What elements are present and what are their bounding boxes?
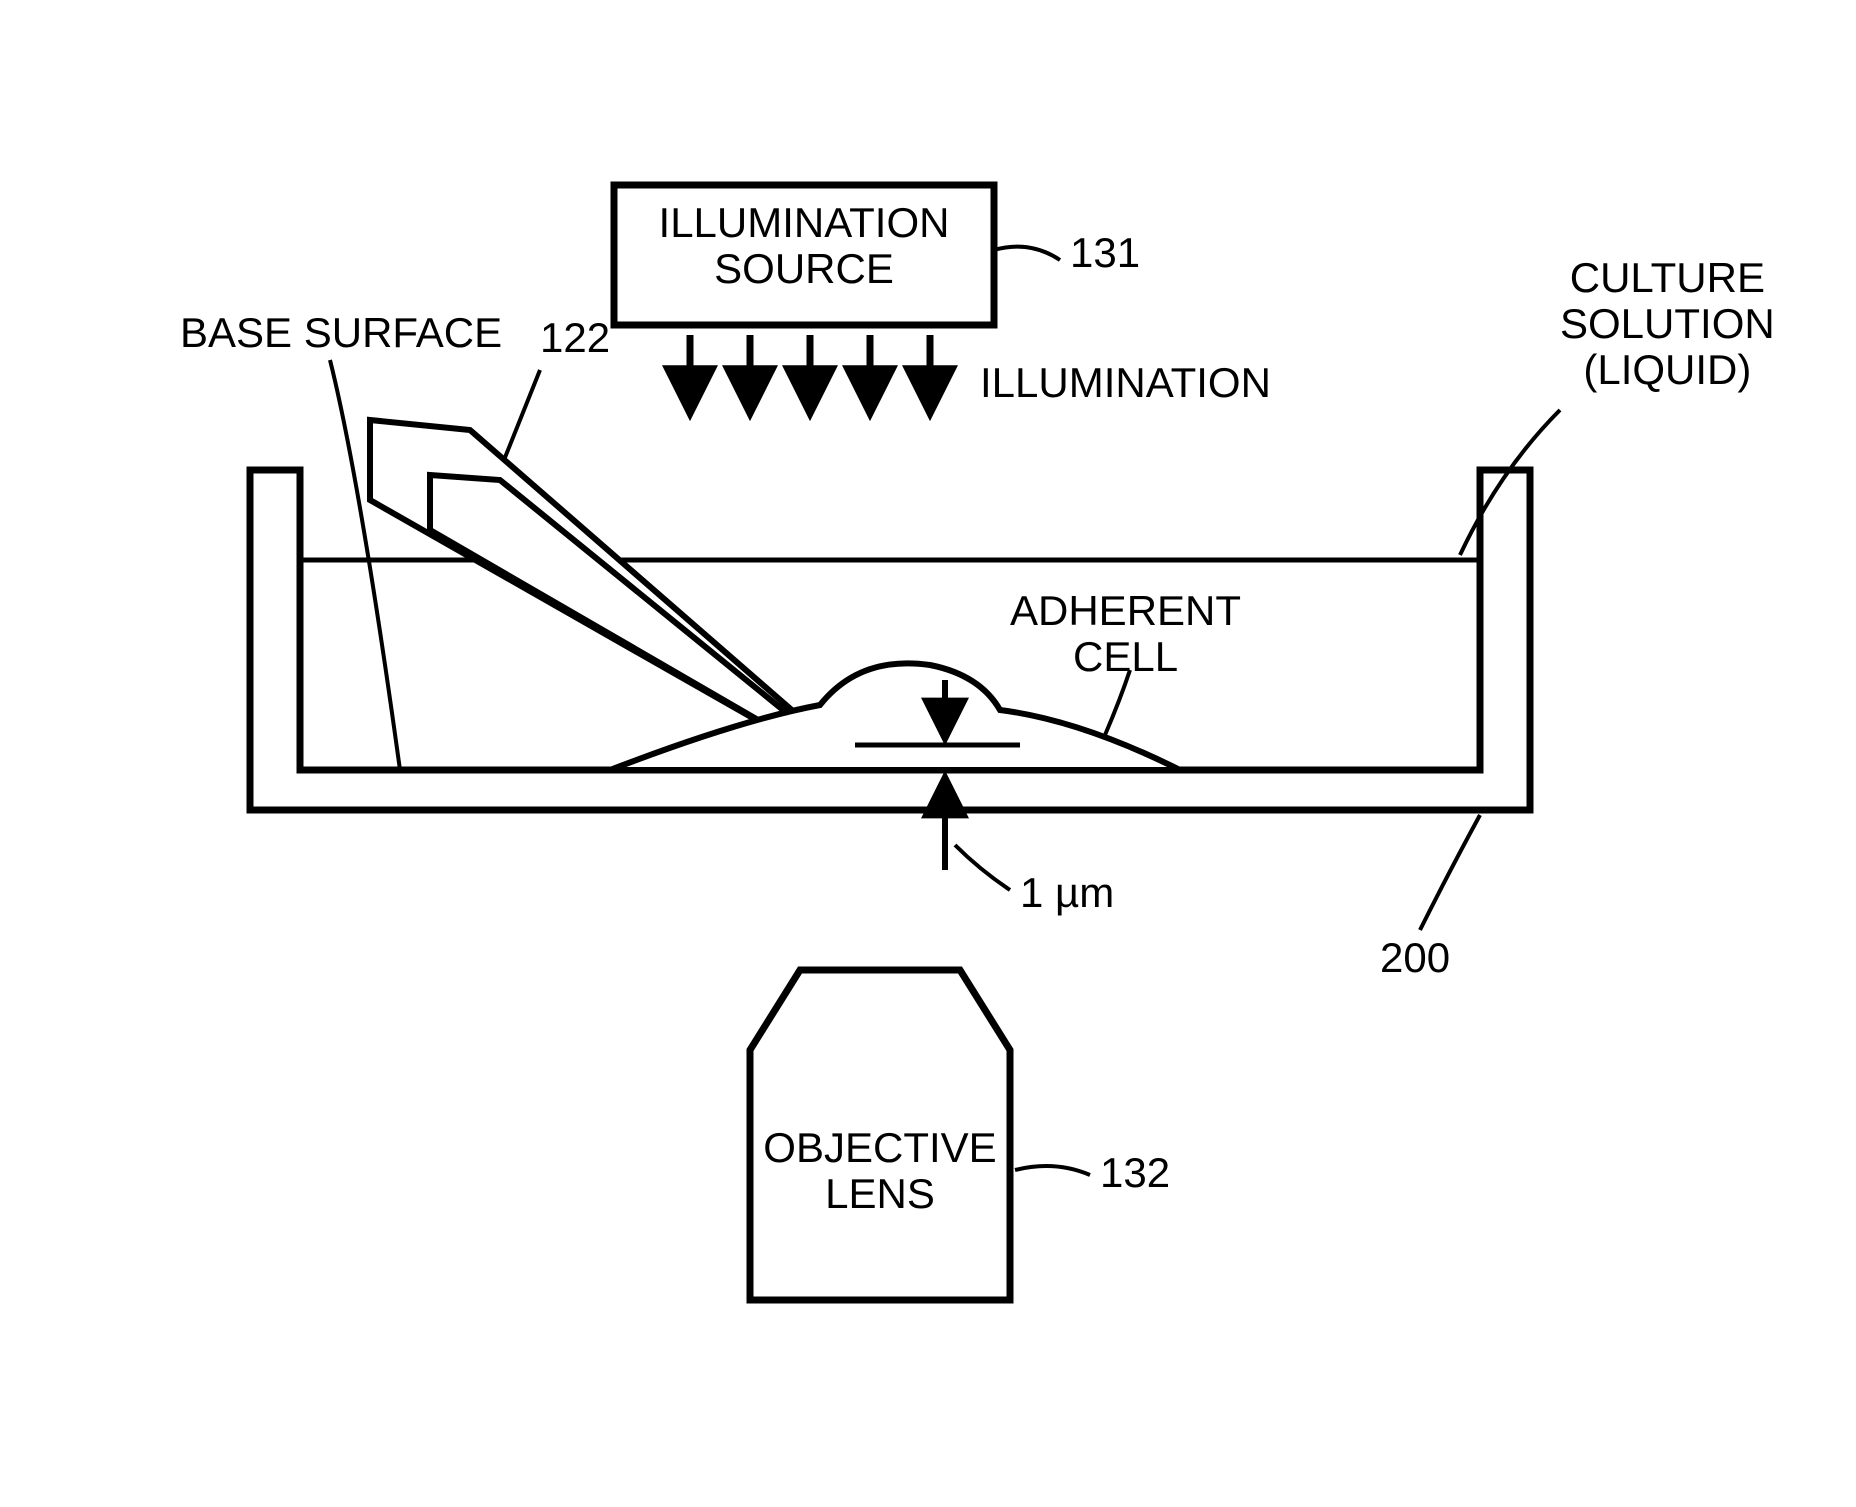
leader-1um — [955, 845, 1010, 890]
ref-122: 122 — [540, 315, 610, 361]
leader-132 — [1015, 1166, 1090, 1175]
pipette — [370, 420, 840, 762]
label-1um: 1 µm — [1020, 870, 1114, 916]
leader-culture-solution — [1460, 410, 1560, 555]
leader-200 — [1420, 815, 1480, 930]
leader-131 — [994, 247, 1060, 260]
label-culture-solution: CULTURE SOLUTION (LIQUID) — [1560, 255, 1775, 394]
label-adherent-cell: ADHERENT CELL — [1010, 588, 1241, 680]
illumination-arrows — [690, 335, 930, 410]
label-base-surface: BASE SURFACE — [180, 310, 502, 356]
ref-132: 132 — [1100, 1150, 1170, 1196]
leader-122 — [500, 370, 540, 470]
diagram-canvas: ILLUMINATION SOURCE 131 ILLUMINATION CUL… — [0, 0, 1856, 1507]
ref-200: 200 — [1380, 935, 1450, 981]
label-objective-lens: OBJECTIVE LENS — [750, 1125, 1010, 1217]
label-illumination-source: ILLUMINATION SOURCE — [614, 200, 994, 292]
label-illumination: ILLUMINATION — [980, 360, 1271, 406]
ref-131: 131 — [1070, 230, 1140, 276]
